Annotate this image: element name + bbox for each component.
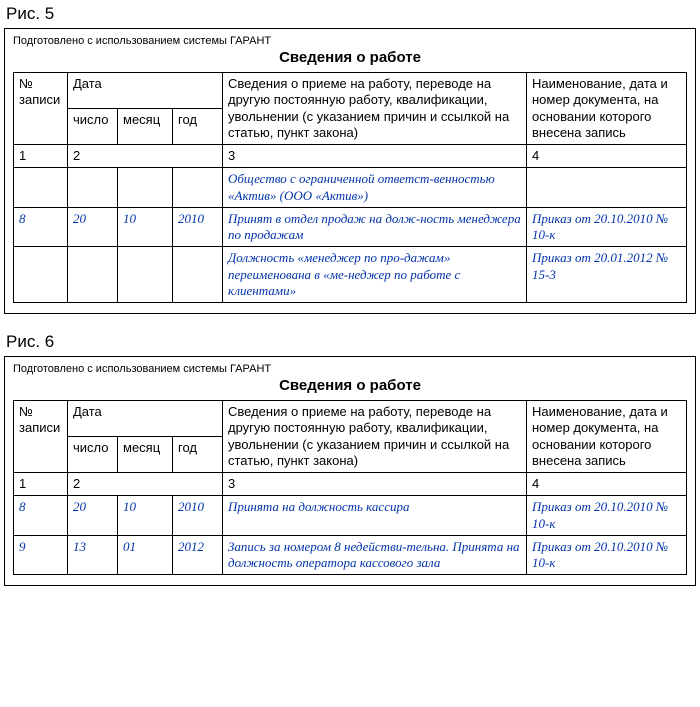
hdr-year: год [173,437,223,473]
work-table-6: № записи Дата Сведения о приеме на работ… [13,400,687,575]
table-title: Сведения о работе [13,377,687,394]
table-row: Должность «менеджер по про-дажам» переим… [14,247,687,303]
hdr-date: Дата [68,73,223,109]
header-row-1: № записи Дата Сведения о приеме на работ… [14,401,687,437]
cell-month [118,247,173,303]
cell-no [14,168,68,208]
figure-5-caption: Рис. 5 [6,4,696,24]
colnum-1: 1 [14,473,68,496]
colnum-4: 4 [527,473,687,496]
cell-day: 20 [68,207,118,247]
hdr-day: число [68,109,118,145]
figure-6: Рис. 6 Подготовлено с использованием сис… [4,332,696,586]
cell-no [14,247,68,303]
cell-details: Принята на должность кассира [223,496,527,536]
hdr-doc: Наименование, дата и номер документа, на… [527,73,687,145]
cell-doc: Приказ от 20.01.2012 № 15-3 [527,247,687,303]
cell-month: 10 [118,207,173,247]
cell-year [173,168,223,208]
cell-year: 2010 [173,207,223,247]
garant-note: Подготовлено с использованием системы ГА… [13,35,687,47]
hdr-month: месяц [118,437,173,473]
colnum-4: 4 [527,145,687,168]
colnum-1: 1 [14,145,68,168]
hdr-year: год [173,109,223,145]
hdr-record-no: № записи [14,401,68,473]
cell-details: Принят в отдел продаж на долж-ность мене… [223,207,527,247]
column-number-row: 1 2 3 4 [14,473,687,496]
table-title: Сведения о работе [13,49,687,66]
hdr-record-no: № записи [14,73,68,145]
figure-5-frame: Подготовлено с использованием системы ГА… [4,28,696,314]
table-row: 9 13 01 2012 Запись за номером 8 недейст… [14,535,687,575]
header-row-1: № записи Дата Сведения о приеме на работ… [14,73,687,109]
cell-month [118,168,173,208]
garant-note: Подготовлено с использованием системы ГА… [13,363,687,375]
cell-doc: Приказ от 20.10.2010 № 10-к [527,496,687,536]
colnum-3: 3 [223,473,527,496]
colnum-2: 2 [68,145,223,168]
cell-day [68,247,118,303]
cell-month: 01 [118,535,173,575]
cell-month: 10 [118,496,173,536]
table-row: Общество с ограниченной ответст-венность… [14,168,687,208]
cell-details: Общество с ограниченной ответст-венность… [223,168,527,208]
table-row: 8 20 10 2010 Принят в отдел продаж на до… [14,207,687,247]
work-table-5: № записи Дата Сведения о приеме на работ… [13,72,687,303]
figure-6-caption: Рис. 6 [6,332,696,352]
hdr-doc: Наименование, дата и номер документа, на… [527,401,687,473]
cell-doc: Приказ от 20.10.2010 № 10-к [527,207,687,247]
hdr-day: число [68,437,118,473]
cell-day: 13 [68,535,118,575]
figure-6-frame: Подготовлено с использованием системы ГА… [4,356,696,586]
hdr-details: Сведения о приеме на работу, переводе на… [223,401,527,473]
cell-day [68,168,118,208]
cell-doc [527,168,687,208]
colnum-3: 3 [223,145,527,168]
cell-details: Запись за номером 8 недействи-тельна. Пр… [223,535,527,575]
table-row: 8 20 10 2010 Принята на должность кассир… [14,496,687,536]
hdr-details: Сведения о приеме на работу, переводе на… [223,73,527,145]
hdr-date: Дата [68,401,223,437]
cell-doc: Приказ от 20.10.2010 № 10-к [527,535,687,575]
cell-no: 8 [14,496,68,536]
cell-no: 8 [14,207,68,247]
cell-no: 9 [14,535,68,575]
figure-5: Рис. 5 Подготовлено с использованием сис… [4,4,696,314]
cell-year: 2012 [173,535,223,575]
cell-day: 20 [68,496,118,536]
cell-year [173,247,223,303]
column-number-row: 1 2 3 4 [14,145,687,168]
colnum-2: 2 [68,473,223,496]
cell-year: 2010 [173,496,223,536]
cell-details: Должность «менеджер по про-дажам» переим… [223,247,527,303]
hdr-month: месяц [118,109,173,145]
